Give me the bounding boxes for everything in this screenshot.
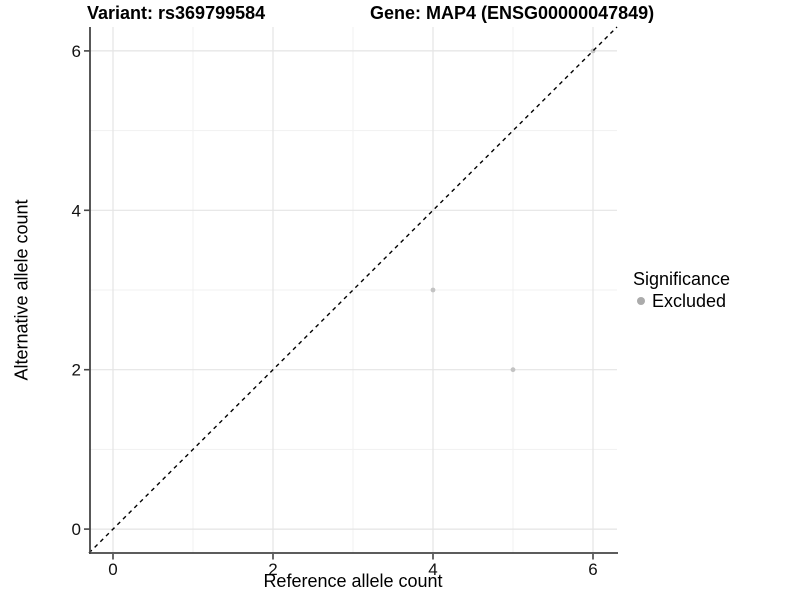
x-tick-label: 4 xyxy=(428,560,437,579)
x-tick-label: 2 xyxy=(268,560,277,579)
legend-title: Significance xyxy=(633,269,731,289)
y-tick-label: 2 xyxy=(72,361,81,380)
y-tick-label: 6 xyxy=(72,42,81,61)
legend-point-icon xyxy=(637,297,645,305)
x-tick-label: 6 xyxy=(588,560,597,579)
x-axis-title: Reference allele count xyxy=(263,571,443,591)
y-tick-label: 0 xyxy=(72,520,81,539)
plot-title-gene: Gene: MAP4 (ENSG00000047849) xyxy=(370,3,655,23)
legend: Significance Excluded xyxy=(631,269,730,311)
plot-title-variant: Variant: rs369799584 xyxy=(87,3,266,23)
y-tick-label: 4 xyxy=(72,201,81,220)
legend-entry-excluded: Excluded xyxy=(631,291,730,311)
legend-entry-label: Excluded xyxy=(652,291,727,311)
y-axis-title: Alternative allele count xyxy=(11,199,32,381)
data-point xyxy=(510,367,516,373)
x-tick-label: 0 xyxy=(108,560,117,579)
data-point xyxy=(430,287,436,293)
